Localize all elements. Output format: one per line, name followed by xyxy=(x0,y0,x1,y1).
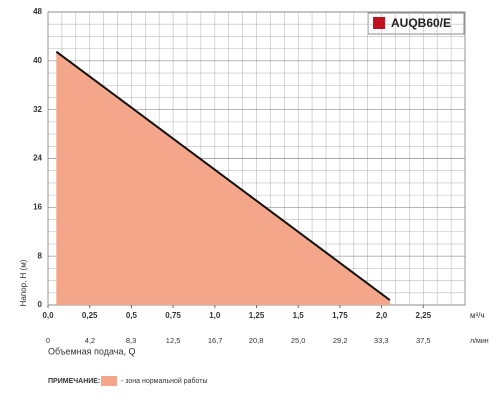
x2-tick-label: 33,3 xyxy=(374,336,389,345)
note-swatch xyxy=(101,376,117,386)
x2-tick-label: 29,2 xyxy=(333,336,348,345)
x2-tick-label: 4,2 xyxy=(85,336,95,345)
y-tick-label: 40 xyxy=(33,56,42,65)
x2-tick-label: 8,3 xyxy=(126,336,136,345)
x-tick-label: 2,0 xyxy=(376,311,388,320)
x-tick-label: 0,0 xyxy=(42,311,54,320)
legend-swatch xyxy=(373,17,385,29)
y-axis-label: Напор, H (м) xyxy=(19,259,28,306)
x2-tick-label: 16,7 xyxy=(208,336,223,345)
y-tick-label: 0 xyxy=(38,300,43,309)
x2-tick-label: 37,5 xyxy=(416,336,431,345)
x-tick-label: 1,0 xyxy=(209,311,221,320)
x-unit: м³/ч xyxy=(470,311,485,320)
x2-tick-label: 20,8 xyxy=(249,336,264,345)
y-tick-label: 16 xyxy=(33,202,42,211)
y-tick-label: 32 xyxy=(33,105,42,114)
y-tick-label: 24 xyxy=(33,154,42,163)
y-tick-label: 48 xyxy=(33,7,42,16)
note-label: ПРИМЕЧАНИЕ: xyxy=(48,378,100,385)
note-text: - зона нормальной работы xyxy=(121,377,207,385)
legend-label: AUQB60/E xyxy=(391,16,451,30)
curve xyxy=(55,50,391,301)
x2-unit: л/мин xyxy=(470,338,489,345)
x-tick-label: 2,25 xyxy=(416,311,432,320)
x-tick-label: 1,5 xyxy=(293,311,305,320)
x2-tick-label: 12,5 xyxy=(166,336,181,345)
x-axis-title: Объемная подача, Q xyxy=(48,346,135,356)
x-tick-label: 1,25 xyxy=(249,311,265,320)
x-tick-label: 0,5 xyxy=(126,311,138,320)
x-tick-label: 0,25 xyxy=(82,311,98,320)
x2-tick-label: 25,0 xyxy=(291,336,306,345)
x2-tick-label: 0 xyxy=(46,336,50,345)
x-tick-label: 0,75 xyxy=(165,311,181,320)
x-tick-label: 1,75 xyxy=(332,311,348,320)
y-tick-label: 8 xyxy=(38,251,43,260)
